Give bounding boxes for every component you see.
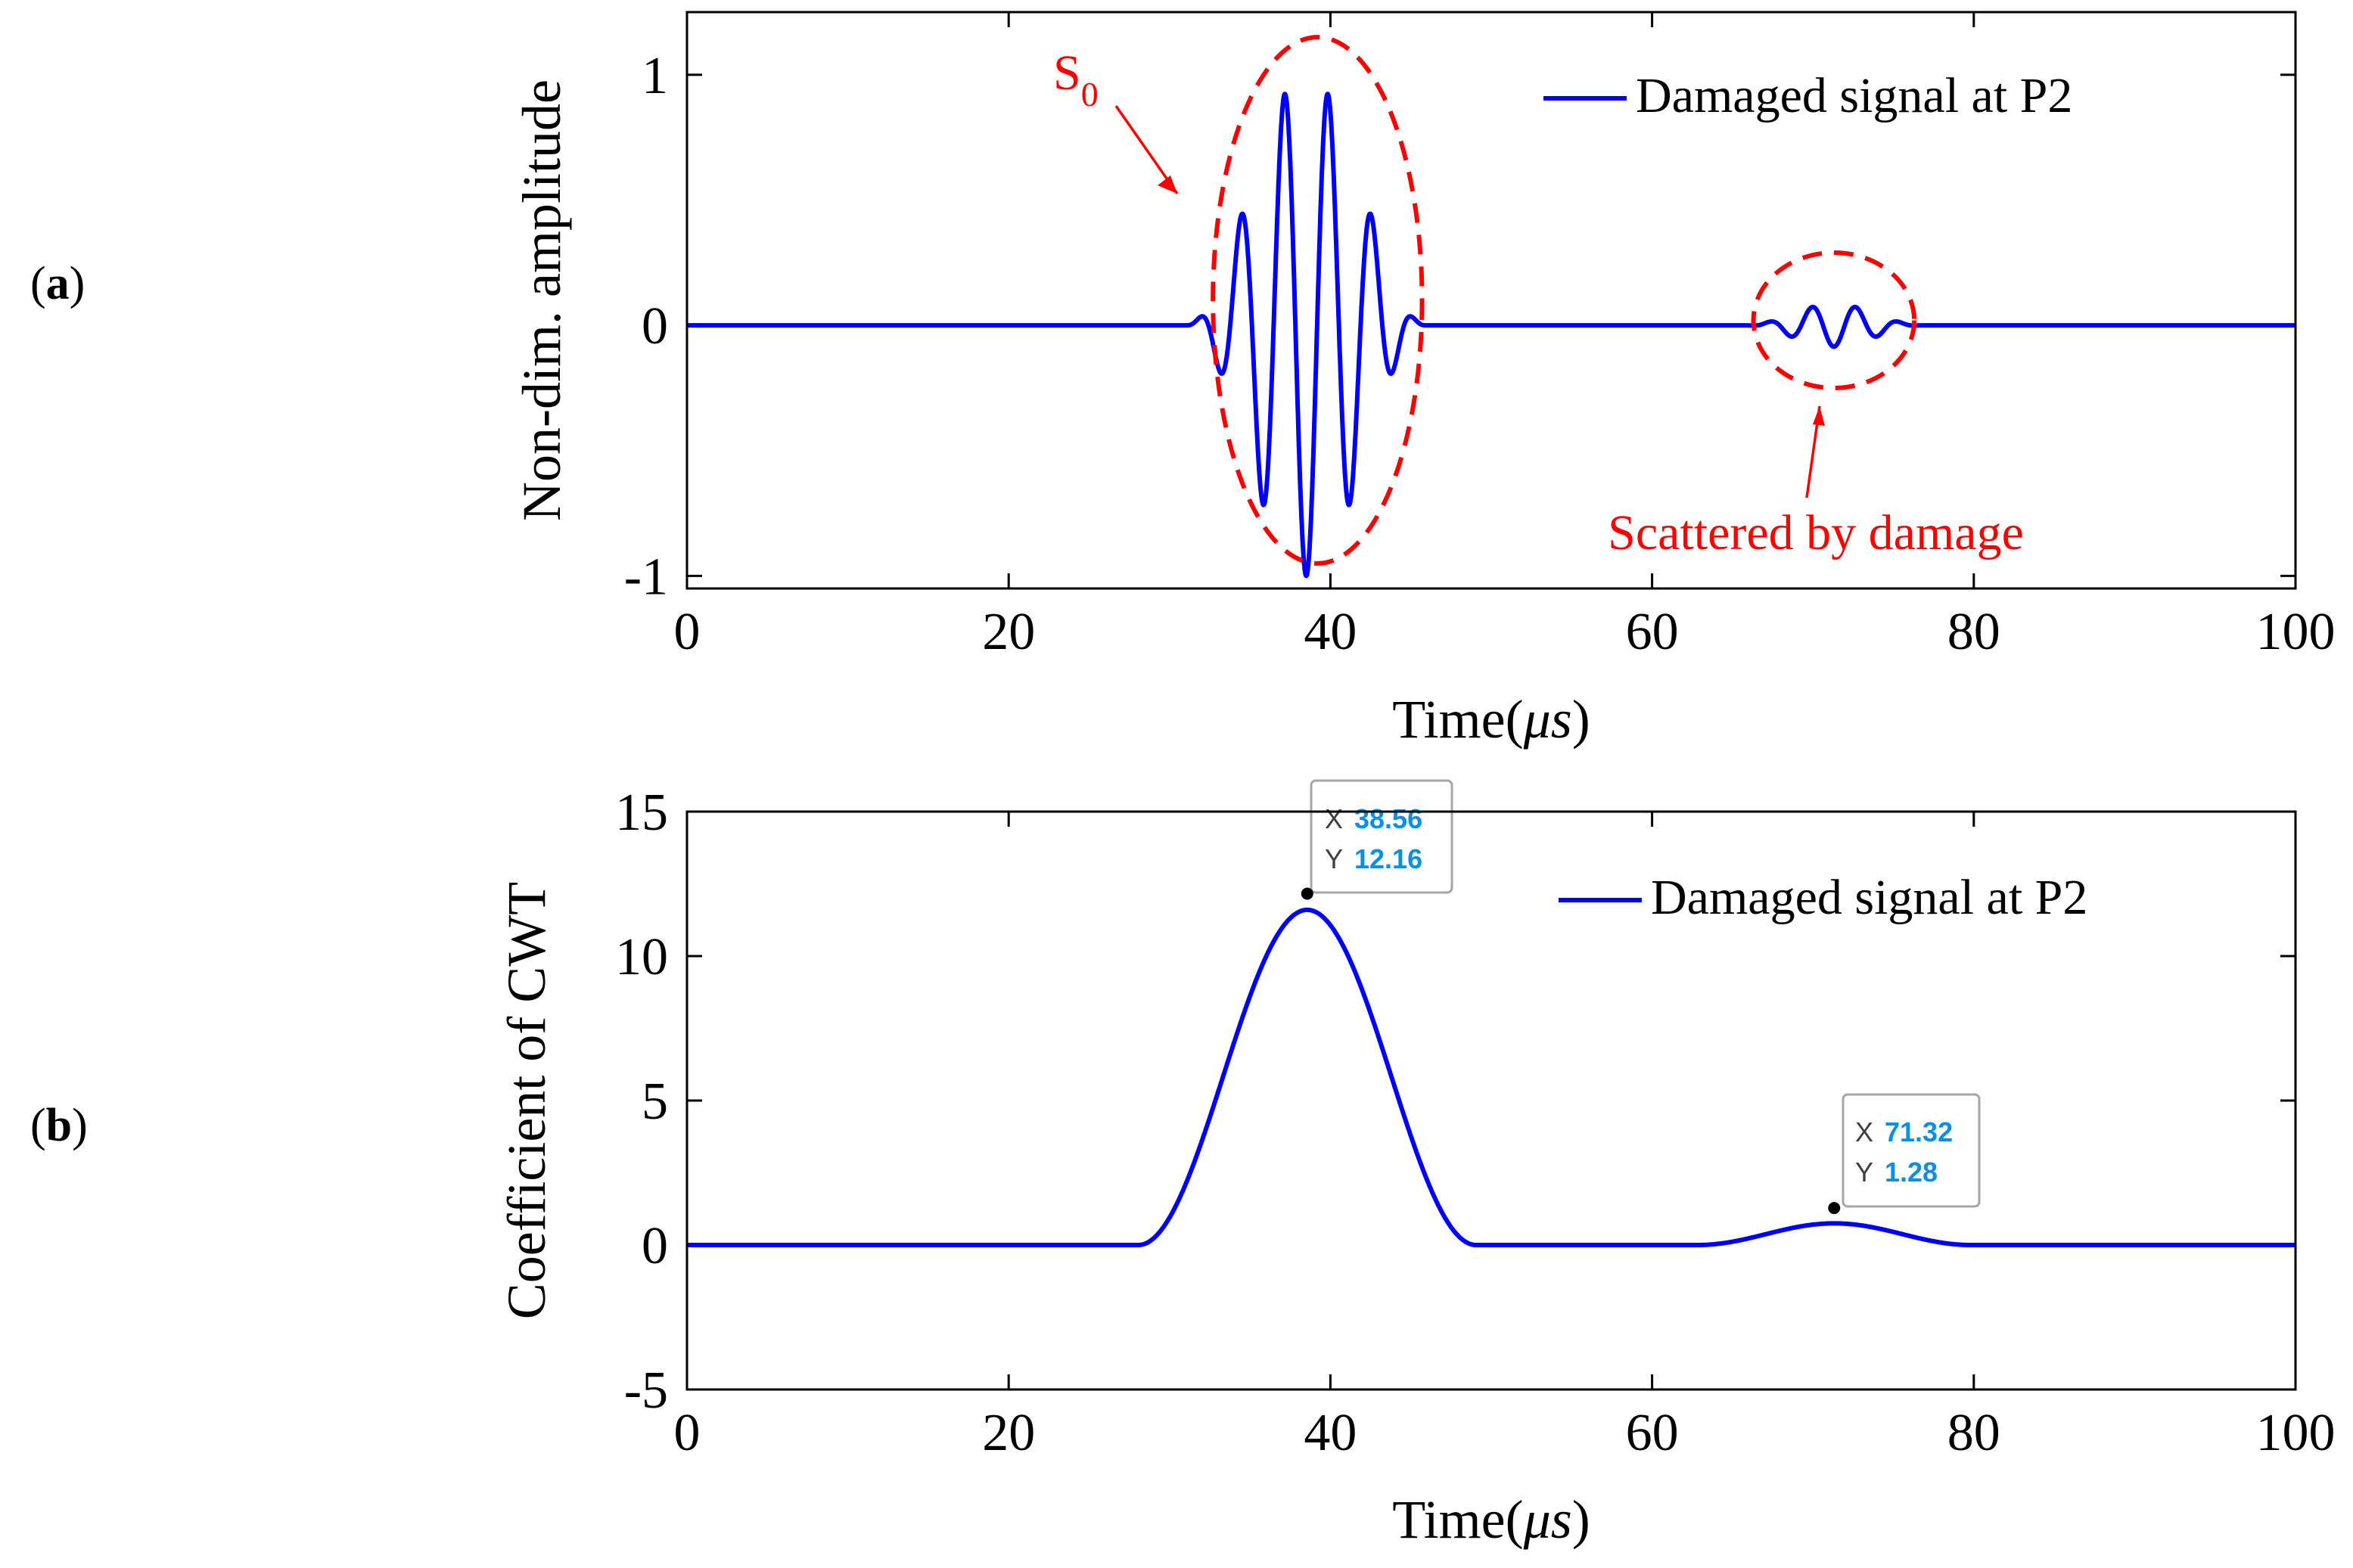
datatip-2-box [1842, 1093, 1981, 1208]
chart-b-ytick-label: 15 [615, 784, 668, 842]
datatip-2-x-label: X [1855, 1116, 1873, 1147]
chart-b-xlabel: Time(μs) [1392, 1489, 1590, 1550]
panel-label-b: (b) [30, 1100, 88, 1151]
chart-a-xtick-label: 20 [982, 603, 1035, 661]
datatip-1-marker[interactable] [1301, 887, 1313, 900]
chart-b-xtick-label: 40 [1304, 1404, 1357, 1462]
chart-a-s0-label: S0 [1053, 45, 1099, 113]
chart-b-xtick-label: 100 [2256, 1404, 2336, 1462]
chart-b-ytick-label: -5 [624, 1362, 668, 1420]
chart-a-series-line [685, 92, 2298, 579]
chart-a-xtick-label: 60 [1626, 603, 1679, 661]
datatip-1-x-label: X [1325, 803, 1343, 834]
chart-b-ytick-label: 5 [642, 1073, 668, 1131]
datatip-1-x-value: 38.56 [1354, 803, 1422, 834]
chart-a-ytick-label: -1 [624, 548, 668, 606]
chart-b-ytick-label: 0 [642, 1217, 668, 1275]
chart-a-axes-frame [685, 11, 2297, 590]
chart-b-ytick-label: 10 [615, 928, 668, 986]
chart-a-scatter-label: Scattered by damage [1608, 505, 2024, 560]
datatip-2-x-value: 71.32 [1885, 1116, 1953, 1147]
chart-a-legend-label: Damaged signal at P2 [1636, 68, 2072, 123]
chart-a-ylabel: Non-dim. amplitude [511, 79, 572, 521]
chart-b-ylabel: Coefficient of CWT [496, 882, 557, 1320]
chart-a-ticks: 0 20 40 60 80 100-101 [624, 12, 2336, 661]
chart-b-xtick-label: 80 [1947, 1404, 2000, 1462]
chart-a-xtick-label: 40 [1304, 603, 1357, 661]
datatip-2-y-label: Y [1855, 1157, 1873, 1188]
panel-label-a: (a) [30, 258, 85, 309]
datatip-1-y-label: Y [1325, 843, 1343, 874]
chart-a: 0 20 40 60 80 100-101 S0 Scattered by damage … [511, 11, 2336, 750]
chart-a-s0-ellipse [1211, 35, 1425, 566]
datatip-2[interactable]: X 71.32 Y 1.28 [1842, 1093, 1981, 1208]
chart-b-xtick-label: 60 [1626, 1404, 1679, 1462]
datatip-2-marker[interactable] [1828, 1202, 1841, 1215]
chart-a-ytick-label: 1 [642, 47, 668, 105]
datatip-2-y-value: 1.28 [1885, 1157, 1938, 1188]
chart-b-axes-frame [685, 810, 2297, 1391]
chart-b-legend-label: Damaged signal at P2 [1651, 870, 2087, 925]
chart-b-xtick-label: 20 [982, 1404, 1035, 1462]
chart-a-xlabel: Time(μs) [1392, 689, 1590, 750]
chart-a-xtick-label: 100 [2256, 603, 2336, 661]
chart-a-scatter-ellipse [1751, 250, 1917, 390]
datatip-1-y-value: 12.16 [1354, 843, 1422, 874]
chart-b-series-line [685, 907, 2297, 1247]
chart-a-xtick-label: 0 [674, 603, 701, 661]
chart-a-scatter-arrowhead [1813, 406, 1825, 426]
chart-a-xtick-label: 80 [1947, 603, 2000, 661]
chart-b-xtick-label: 0 [674, 1404, 701, 1462]
chart-a-ytick-label: 0 [642, 297, 668, 356]
chart-a-s0-arrowhead [1158, 175, 1177, 194]
datatip-1-box [1310, 779, 1453, 894]
datatip-1[interactable]: X 38.56 Y 12.16 [1310, 779, 1453, 894]
